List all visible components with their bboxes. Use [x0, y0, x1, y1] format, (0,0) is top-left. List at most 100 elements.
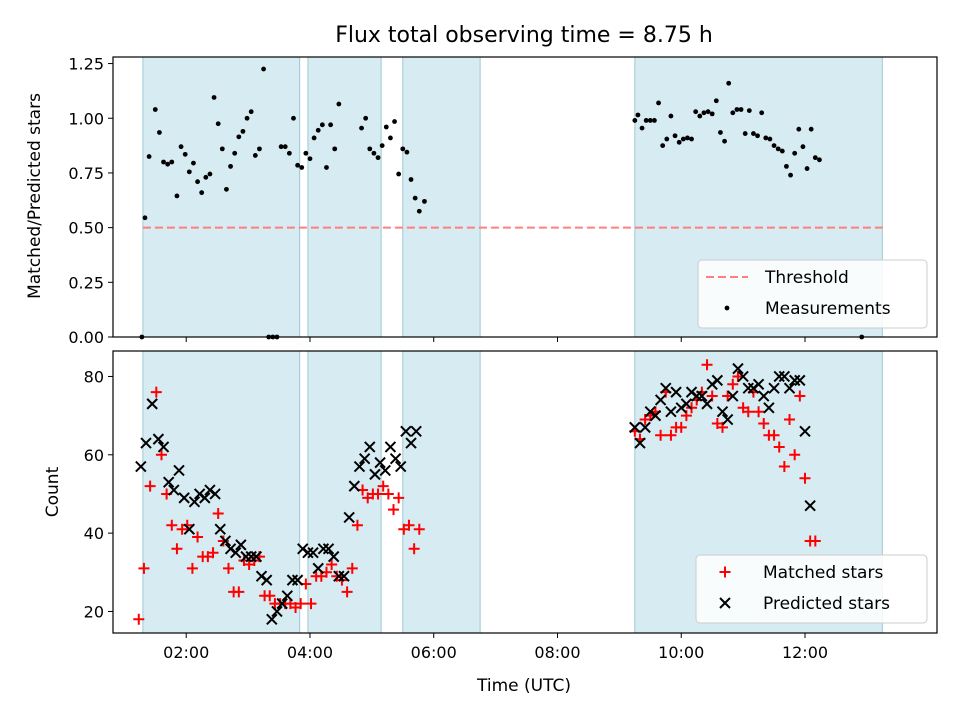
- top-y-tick-label: 0.50: [68, 219, 104, 238]
- measurement-point: [755, 133, 760, 139]
- matched-star-point: [784, 414, 796, 426]
- matched-star-point: [186, 562, 198, 574]
- measurement-point: [257, 146, 262, 152]
- matched-star-point: [192, 531, 204, 543]
- predicted-star-point: [629, 421, 641, 434]
- predicted-star-point: [199, 492, 211, 504]
- measurement-point: [282, 144, 288, 150]
- matched-star-point: [346, 562, 358, 574]
- measurement-point: [228, 163, 233, 169]
- legend-measurement-swatch: [724, 305, 730, 311]
- top-y-tick-label: 0.25: [68, 273, 104, 292]
- measurement-point: [307, 156, 313, 162]
- measurement-point: [422, 198, 427, 204]
- measurement-point: [722, 138, 727, 144]
- predicted-star-point: [214, 523, 226, 535]
- measurement-point: [647, 118, 653, 123]
- predicted-star-point: [260, 574, 273, 586]
- predicted-star-point: [219, 535, 232, 547]
- measurement-point: [161, 159, 166, 165]
- measurement-point: [859, 334, 865, 340]
- matched-star-point: [171, 543, 183, 555]
- bottom-legend-box: [695, 554, 928, 624]
- measurement-point: [812, 155, 818, 161]
- matched-star-point: [181, 519, 193, 531]
- measurement-point: [261, 66, 266, 72]
- matched-star-point: [403, 519, 415, 531]
- predicted-star-point: [235, 539, 247, 551]
- predicted-star-point: [276, 597, 288, 610]
- predicted-star-point: [140, 437, 152, 449]
- measurement-point: [315, 127, 321, 133]
- predicted-star-point: [291, 574, 304, 586]
- x-tick-label: 08:00: [534, 643, 580, 662]
- measurement-point: [299, 165, 305, 170]
- predicted-star-point: [758, 390, 770, 402]
- predicted-star-point: [783, 382, 796, 394]
- measurement-point: [652, 118, 657, 123]
- bottom-shaded-interval-1: [307, 350, 382, 634]
- matched-star-point: [732, 370, 744, 382]
- matched-star-point: [351, 519, 363, 531]
- predicted-star-point: [317, 543, 330, 555]
- measurement-point: [632, 118, 638, 123]
- bottom-y-tick-label: 60: [84, 446, 104, 465]
- measurement-point: [817, 157, 822, 163]
- measurement-point: [784, 163, 789, 169]
- predicted-star-point: [173, 464, 185, 477]
- predicted-star-point: [312, 562, 324, 575]
- matched-star-point: [372, 488, 384, 500]
- measurement-point: [383, 124, 389, 130]
- top-axes-frame: [112, 56, 938, 338]
- measurement-point: [278, 144, 284, 150]
- predicted-star-point: [240, 550, 252, 563]
- measurement-point: [788, 172, 793, 178]
- predicted-star-point: [364, 441, 376, 453]
- predicted-star-point: [209, 488, 221, 500]
- predicted-star-point: [389, 453, 402, 465]
- predicted-star-point: [146, 398, 158, 410]
- measurement-point: [303, 150, 309, 156]
- top-y-tick-label: 0.00: [68, 328, 104, 347]
- predicted-star-point: [639, 421, 651, 434]
- predicted-star-point: [338, 570, 350, 582]
- measurement-point: [730, 110, 736, 116]
- measurement-point: [396, 171, 402, 177]
- measurement-point: [311, 135, 317, 141]
- measurement-point: [392, 119, 397, 124]
- measurement-point: [328, 122, 334, 128]
- predicted-star-point: [369, 468, 381, 481]
- predicted-star-point: [157, 441, 170, 453]
- predicted-star-point: [162, 476, 175, 488]
- measurement-point: [771, 143, 777, 148]
- predicted-star-point: [178, 492, 190, 504]
- predicted-star-point: [183, 523, 196, 535]
- measurement-point: [371, 150, 377, 156]
- predicted-star-point: [135, 460, 147, 473]
- matched-star-point: [742, 406, 754, 418]
- measurement-point: [693, 109, 699, 115]
- bottom-shaded-interval-2: [402, 350, 481, 634]
- matched-star-point: [408, 543, 420, 555]
- predicted-star-point: [250, 550, 263, 563]
- predicted-star-point: [742, 382, 754, 394]
- predicted-star-point: [634, 437, 646, 449]
- predicted-star-point: [649, 409, 662, 422]
- measurement-point: [796, 126, 802, 132]
- matched-star-point: [768, 429, 780, 441]
- measurement-point: [705, 109, 711, 115]
- predicted-star-point: [670, 386, 682, 398]
- predicted-star-point: [322, 543, 335, 555]
- measurement-point: [742, 131, 748, 136]
- measurement-point: [274, 334, 280, 340]
- measurement-point: [191, 160, 196, 166]
- matched-star-point: [207, 547, 219, 559]
- measurement-point: [224, 186, 229, 192]
- matched-star-point: [166, 519, 178, 531]
- predicted-star-point: [302, 547, 314, 559]
- measurement-point: [236, 134, 242, 140]
- measurement-point: [266, 334, 272, 340]
- bottom-legend: Matched stars Predicted stars: [695, 554, 928, 624]
- top-legend-box: [697, 259, 928, 329]
- measurement-point: [359, 125, 364, 131]
